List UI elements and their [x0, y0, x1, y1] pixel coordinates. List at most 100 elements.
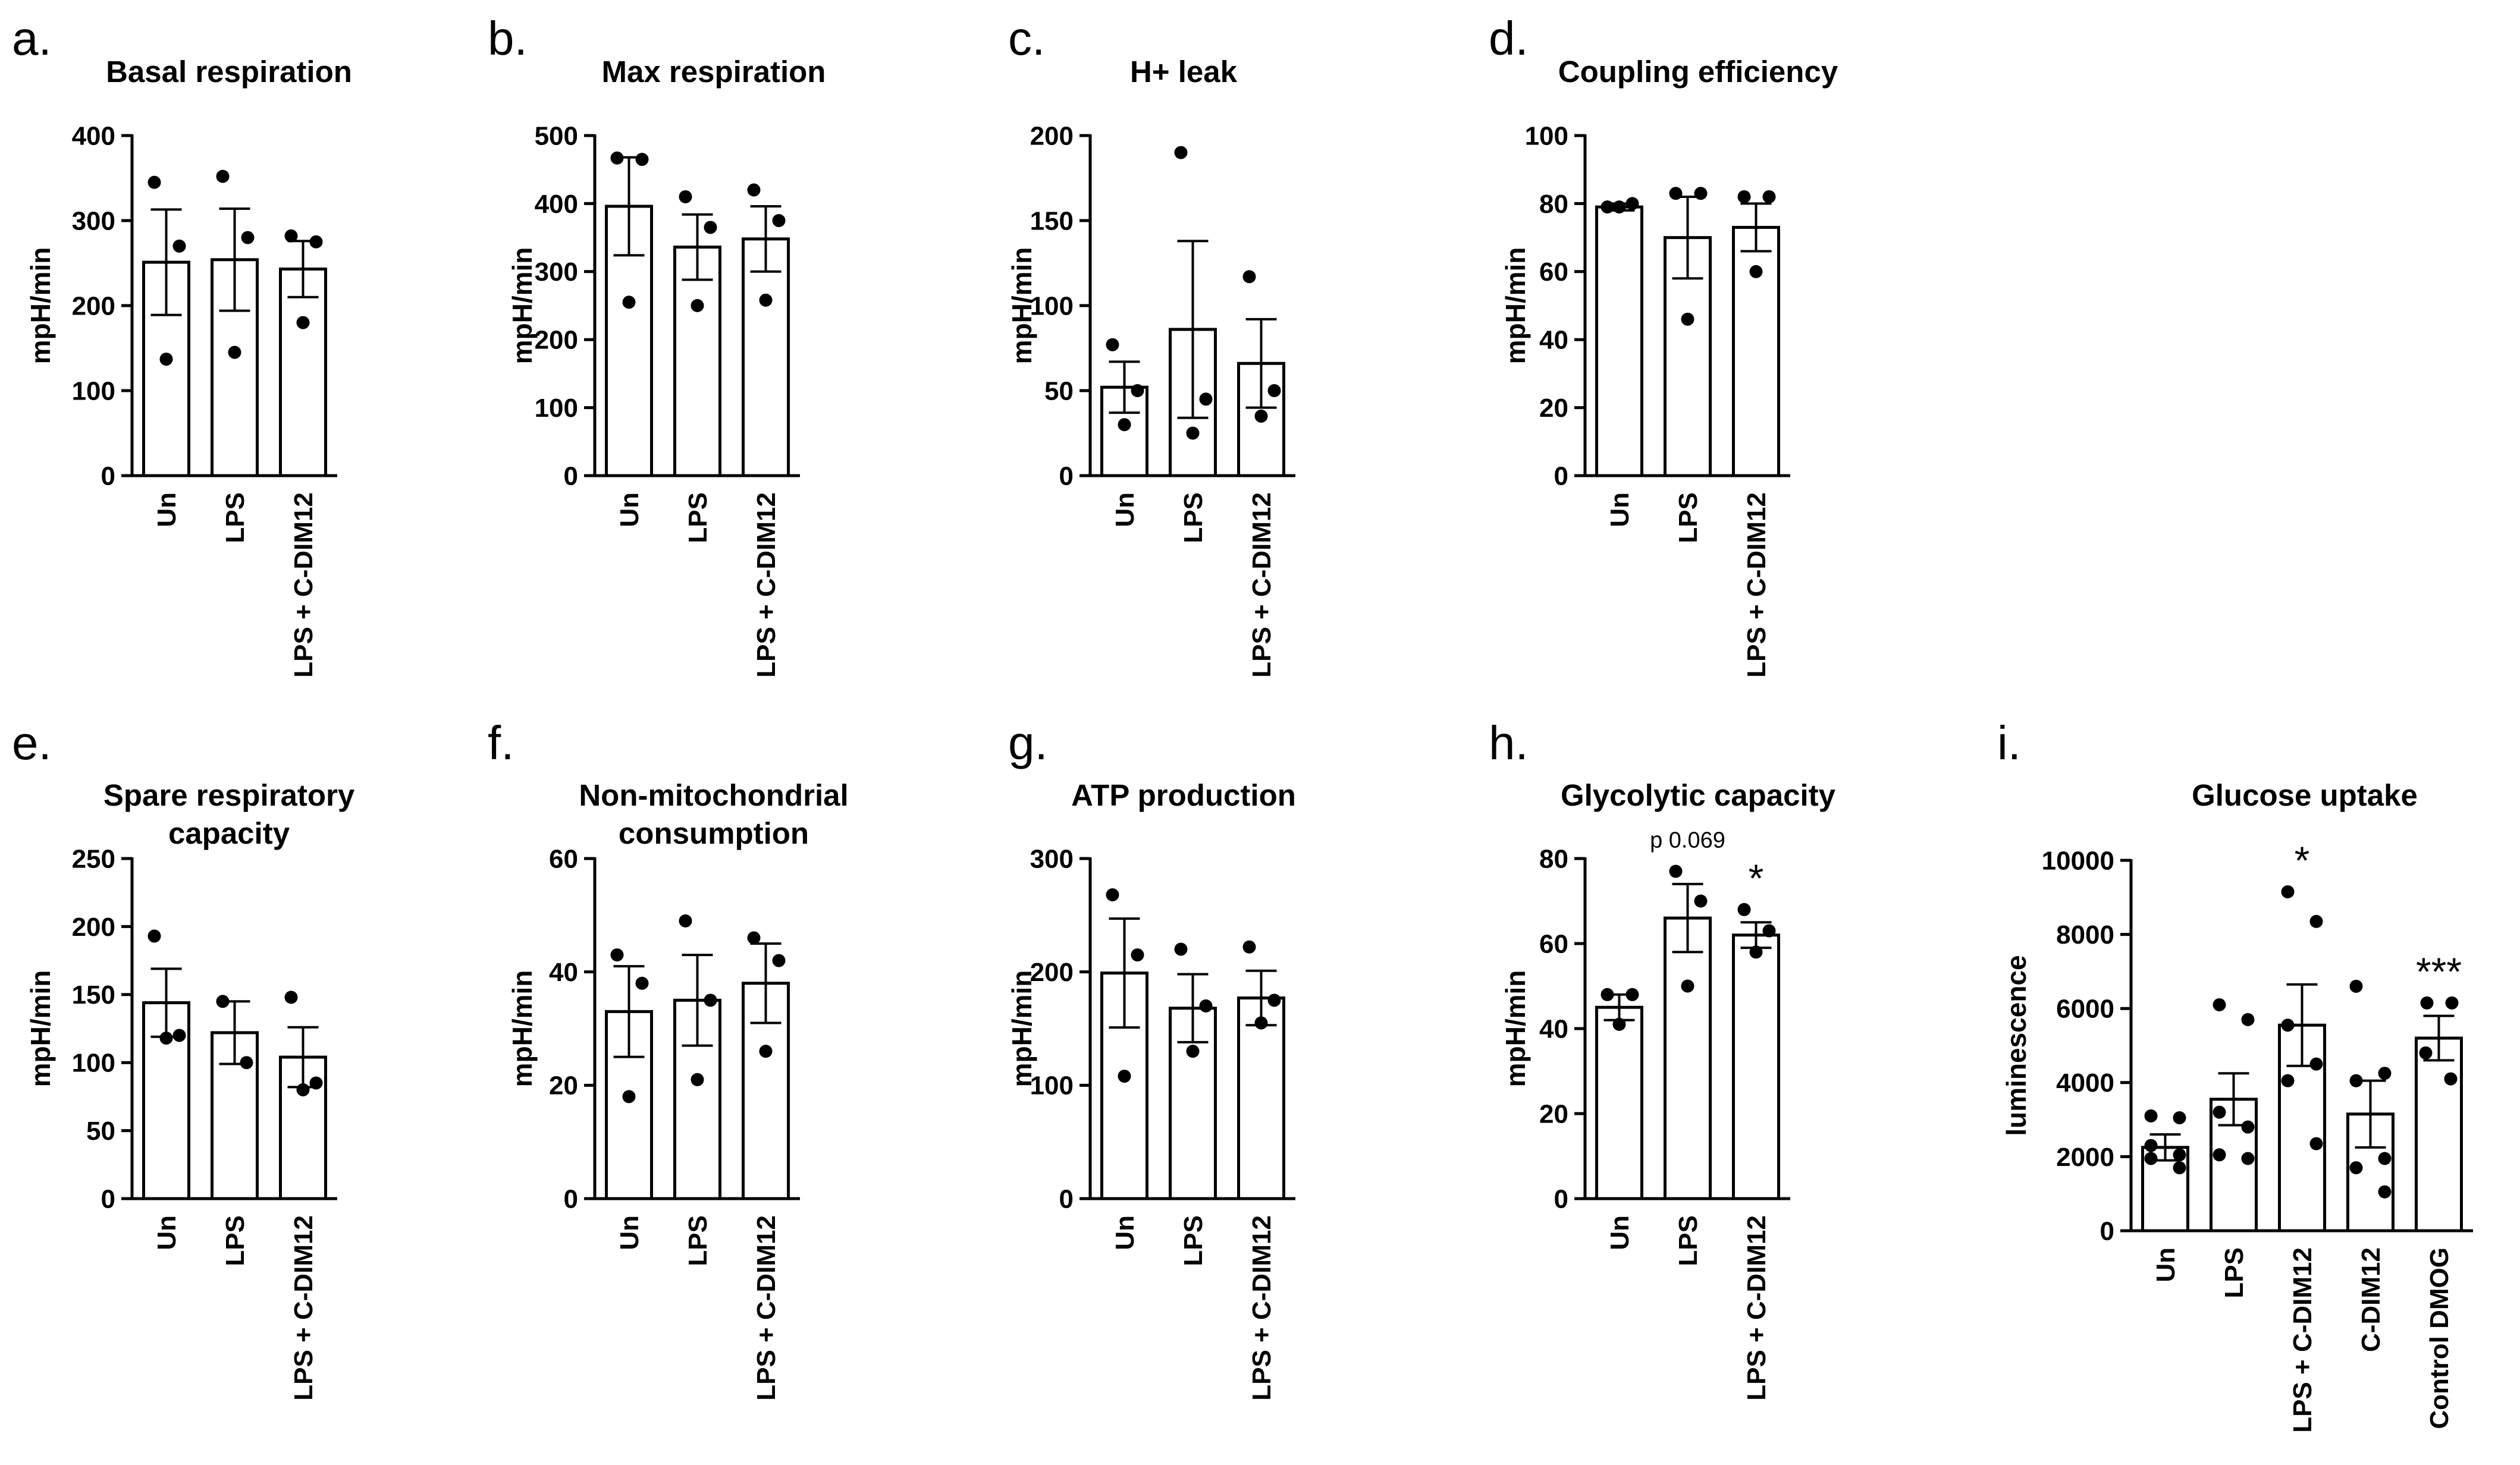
- data-point: [759, 1045, 773, 1058]
- y-tick-label: 100: [535, 394, 578, 423]
- data-point: [2349, 979, 2363, 993]
- y-tick-label: 10000: [2042, 846, 2114, 875]
- y-tick-label: 100: [72, 376, 115, 405]
- x-category-label: LPS: [2220, 1247, 2249, 1299]
- y-tick-label: 100: [1030, 291, 1074, 320]
- x-category-label: LPS: [221, 492, 250, 543]
- data-point: [216, 995, 230, 1008]
- x-category-label: Un: [1605, 492, 1634, 527]
- y-tick-label: 400: [535, 190, 578, 219]
- data-point: [2144, 1109, 2158, 1123]
- data-point: [1106, 888, 1119, 902]
- data-point: [691, 1073, 704, 1086]
- y-tick-label: 300: [535, 257, 578, 287]
- data-point: [1242, 270, 1256, 284]
- data-point: [2378, 1067, 2392, 1080]
- x-category-label: LPS + C-DIM12: [289, 1215, 318, 1401]
- data-point: [635, 976, 649, 990]
- data-point: [159, 1032, 173, 1045]
- data-point: [172, 1029, 186, 1042]
- data-point: [296, 1083, 310, 1096]
- data-point: [1254, 1016, 1268, 1030]
- data-point: [1762, 924, 1776, 938]
- x-category-label: LPS + C-DIM12: [752, 492, 781, 678]
- y-tick-label: 60: [549, 844, 578, 873]
- y-tick-label: 200: [1030, 121, 1074, 150]
- x-category-label: LPS: [1674, 492, 1703, 543]
- y-tick-label: 0: [2100, 1216, 2114, 1246]
- panel-title: Spare respiratory: [103, 778, 355, 812]
- data-point: [1612, 1017, 1626, 1031]
- data-point: [1669, 864, 1683, 878]
- bar: [673, 246, 721, 477]
- y-tick-label: 0: [1554, 461, 1568, 491]
- x-category-label: LPS: [1179, 1215, 1208, 1266]
- y-tick-label: 50: [1044, 376, 1074, 405]
- x-category-label: Un: [615, 1215, 644, 1250]
- data-point: [2173, 1148, 2186, 1162]
- x-category-label: Un: [615, 492, 644, 527]
- data-point: [309, 1076, 323, 1090]
- data-point: [284, 991, 298, 1004]
- bar: [1732, 225, 1780, 477]
- x-category-label: Un: [2151, 1247, 2180, 1282]
- data-point: [1267, 384, 1281, 397]
- x-category-label: Un: [152, 492, 181, 527]
- bar: [1664, 916, 1712, 1200]
- x-category-label: LPS: [1179, 492, 1208, 543]
- data-point: [1681, 312, 1694, 326]
- data-point: [172, 239, 186, 253]
- x-category-label: LPS + C-DIM12: [1247, 1215, 1276, 1401]
- data-point: [2213, 1105, 2226, 1119]
- panel-title: Glucose uptake: [2192, 778, 2418, 812]
- data-point: [2445, 996, 2459, 1010]
- data-point: [2241, 1152, 2255, 1165]
- data-point: [1199, 392, 1213, 406]
- y-tick-label: 6000: [2056, 995, 2114, 1024]
- panel-letter: h.: [1489, 716, 1529, 769]
- y-tick-label: 0: [1554, 1184, 1568, 1214]
- panel-title: ATP production: [1071, 778, 1296, 812]
- x-category-label: LPS: [1674, 1215, 1703, 1266]
- data-point: [1118, 1070, 1131, 1083]
- data-point: [1254, 409, 1268, 423]
- data-point: [1694, 187, 1708, 200]
- data-point: [240, 1056, 253, 1070]
- data-point: [2213, 1148, 2226, 1162]
- y-tick-label: 20: [1539, 1099, 1568, 1128]
- data-point: [284, 229, 298, 243]
- data-point: [1762, 190, 1776, 203]
- data-point: [1737, 190, 1751, 203]
- significance-marker: ***: [2416, 950, 2462, 994]
- x-category-label: LPS: [221, 1215, 250, 1266]
- y-tick-label: 250: [72, 844, 115, 873]
- y-tick-label: 200: [72, 291, 115, 320]
- y-axis-label: mpH/min: [1006, 247, 1037, 364]
- x-category-label: C-DIM12: [2356, 1247, 2386, 1352]
- y-tick-label: 500: [535, 121, 578, 150]
- data-point: [610, 151, 624, 165]
- y-tick-label: 300: [72, 206, 115, 235]
- data-point: [2309, 1137, 2323, 1150]
- y-tick-label: 150: [1030, 206, 1074, 235]
- panel-title: Non-mitochondrial: [579, 778, 848, 812]
- bar: [1237, 996, 1285, 1200]
- data-point: [1199, 999, 1213, 1013]
- panel-title: capacity: [168, 816, 290, 850]
- y-tick-label: 8000: [2056, 920, 2114, 950]
- y-tick-label: 0: [101, 1184, 115, 1214]
- data-point: [2173, 1161, 2186, 1175]
- x-category-label: LPS + C-DIM12: [1247, 492, 1276, 678]
- y-axis-label: mpH/min: [1500, 247, 1531, 364]
- x-category-label: Un: [1110, 492, 1140, 527]
- panel-title: H+ leak: [1130, 55, 1238, 89]
- data-point: [2281, 1074, 2295, 1087]
- y-tick-label: 0: [1059, 1184, 1074, 1214]
- panel-letter: g.: [1008, 716, 1048, 769]
- y-axis-label: mpH/min: [1500, 970, 1531, 1087]
- bar: [2415, 1036, 2463, 1233]
- data-point: [1625, 988, 1639, 1001]
- y-tick-label: 100: [1030, 1071, 1074, 1101]
